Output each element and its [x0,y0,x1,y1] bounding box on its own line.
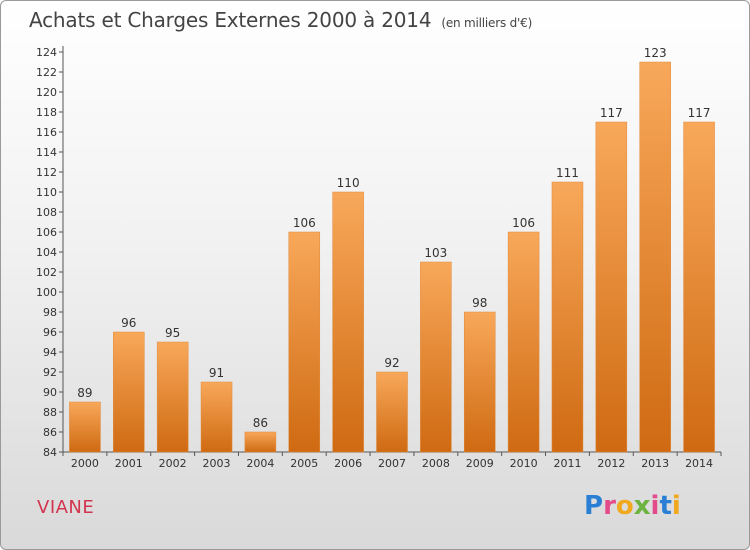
x-tick-label: 2008 [422,457,450,470]
bar-2009 [463,311,496,453]
x-tick-label: 2001 [115,457,143,470]
bar-value-label: 89 [77,386,92,400]
proxiti-logo[interactable]: Proxiti [584,491,681,521]
y-tick-label: 112 [36,166,57,179]
bar-2007 [376,371,408,453]
bar-2002 [156,341,189,453]
y-tick-label: 124 [36,46,57,59]
bar-value-label: 106 [512,216,535,230]
x-tick-label: 2010 [510,457,538,470]
title-unit: (en milliers d'€) [441,16,533,30]
bar-2001 [113,331,145,453]
x-tick-label: 2013 [641,457,669,470]
y-tick-label: 108 [36,206,57,219]
title-text: Achats et Charges Externes 2000 à 2014 [29,8,432,32]
y-axis: 84 86 88 90 92 94 96 98 100 102 104 106 108 110 112 114… [36,46,64,459]
y-tick-label: 104 [36,246,57,259]
y-tick-label: 84 [43,446,57,459]
bar-value-label: 95 [165,326,180,340]
chart-title: Achats et Charges Externes 2000 à 2014 (e… [29,8,532,32]
bar-2010 [507,231,540,453]
logo-letter: i [650,491,660,521]
bar-2011 [551,181,584,453]
bar-2004 [244,431,277,453]
bar-value-label: 98 [472,296,487,310]
bar-value-label: 117 [600,106,623,120]
logo-letter: i [671,491,681,521]
logo-letter: x [633,491,651,521]
x-tick-label: 2002 [159,457,187,470]
bar-value-label: 91 [209,366,224,380]
y-tick-label: 114 [36,146,57,159]
bar-2000 [69,401,101,453]
bar-2014 [683,121,715,453]
y-tick-label: 118 [36,106,57,119]
y-tick-label: 110 [36,186,57,199]
x-tick-label: 2004 [246,457,274,470]
y-tick-label: 100 [36,286,57,299]
logo-letter: o [615,491,634,521]
y-tick-label: 102 [36,266,57,279]
x-tick-label: 2006 [334,457,362,470]
bar-value-label: 106 [293,216,316,230]
y-tick-label: 92 [43,366,57,379]
bar-value-label: 111 [556,166,579,180]
y-tick-label: 90 [43,386,57,399]
logo-letter: P [584,491,604,521]
logo-letter: t [659,491,672,521]
bar-2008 [420,261,452,453]
bar-value-label: 117 [688,106,711,120]
bar-2013 [639,61,671,453]
y-tick-label: 94 [43,346,57,359]
x-tick-label: 2011 [553,457,581,470]
x-tick-label: 2003 [203,457,231,470]
bar-2005 [288,231,321,453]
x-tick-label: 2000 [71,457,99,470]
logo-letter: r [603,491,616,521]
bar-value-label: 92 [384,356,399,370]
bar-value-label: 96 [121,316,136,330]
bar-value-label: 110 [337,176,360,190]
bar-value-label: 103 [424,246,447,260]
y-tick-label: 120 [36,86,57,99]
y-tick-label: 106 [36,226,57,239]
y-tick-label: 116 [36,126,57,139]
place-name: VIANE [37,497,95,518]
x-tick-label: 2014 [685,457,713,470]
bars: 89 96 95 91 86 106 110 92 103 98 106 111 117 123 117 [69,46,715,453]
x-tick-label: 2012 [597,457,625,470]
x-axis: 2000 2001 2002 2003 2004 2005 2006 2007 2008 2009… [62,451,722,470]
y-tick-label: 86 [43,426,57,439]
y-tick-label: 96 [43,326,57,339]
bar-value-label: 86 [253,416,268,430]
bar-2012 [595,121,628,453]
x-tick-label: 2009 [466,457,494,470]
x-tick-label: 2005 [290,457,318,470]
y-tick-label: 88 [43,406,57,419]
bar-2003 [200,381,233,453]
y-tick-label: 122 [36,66,57,79]
x-tick-label: 2007 [378,457,406,470]
bar-value-label: 123 [644,46,667,60]
bar-2006 [332,191,364,453]
y-tick-label: 98 [43,306,57,319]
